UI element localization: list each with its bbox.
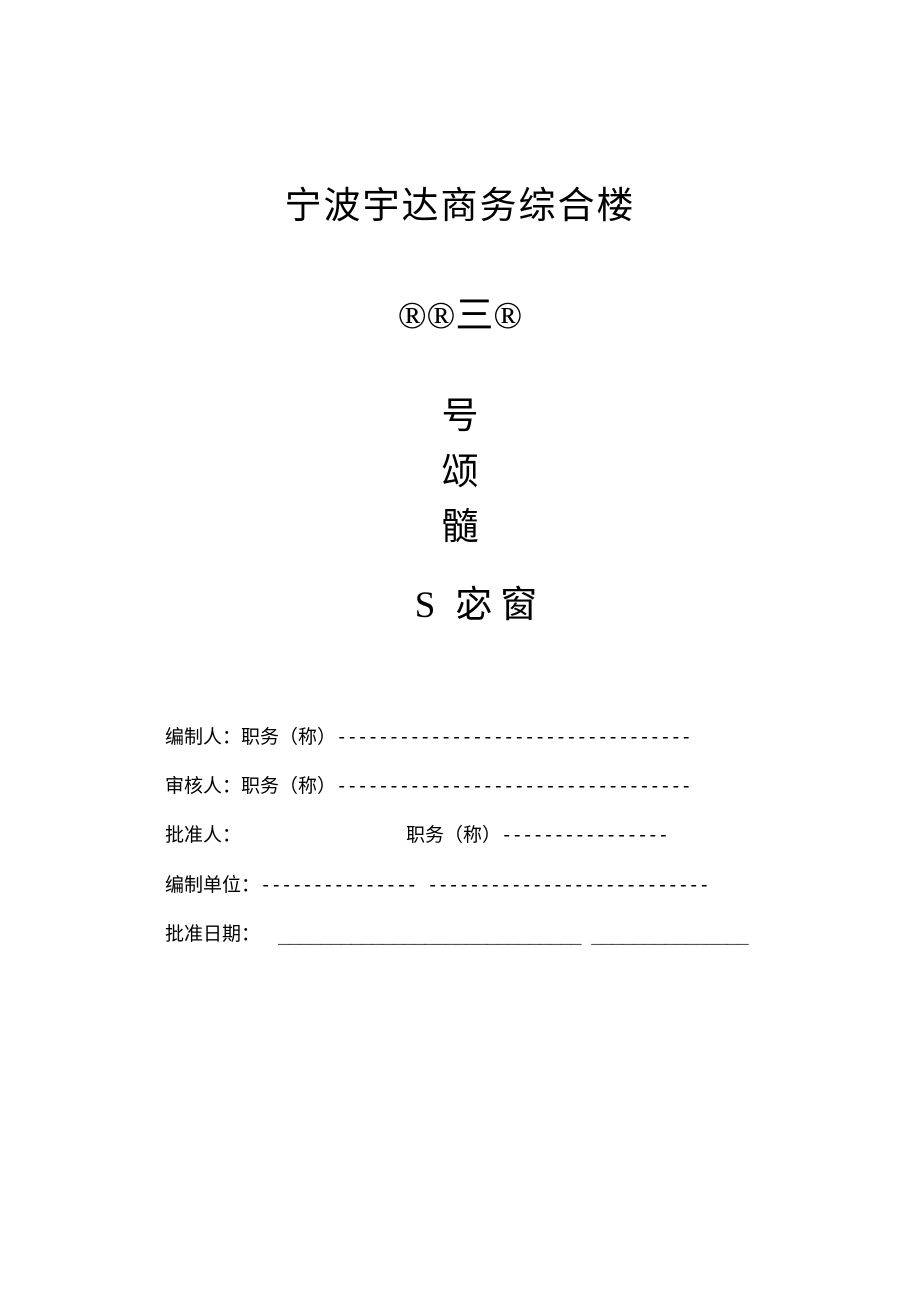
compiler-line: ---------------------------------- [336,726,691,748]
s-line-chars: 宓窗 [455,585,545,626]
unit-label: 编制单位： [165,875,260,896]
approver-label2: 职务（称） [406,825,501,846]
unit-line: --------------- ------------------------… [260,874,709,896]
date-label: 批准日期： [165,924,260,945]
symbols-line: ®®三® [165,284,755,339]
reviewer-line: ---------------------------------- [336,775,691,797]
s-latin-char: S [415,585,444,626]
form-row-approver: 批准人： 职务（称）---------------- [165,811,755,860]
vertical-char-3: 髓 [165,500,755,556]
approver-label1: 批准人： [165,825,241,846]
vertical-char-1: 号 [165,389,755,445]
document-title: 宁波宇达商务综合楼 [165,175,755,229]
vertical-char-2: 颂 [165,445,755,501]
form-row-compiler: 编制人：职务（称）-------------------------------… [165,713,755,762]
s-line: S 宓窗 [165,574,755,628]
form-row-unit: 编制单位：--------------- -------------------… [165,861,755,910]
form-section: 编制人：职务（称）-------------------------------… [165,713,755,960]
compiler-label: 编制人：职务（称） [165,727,336,748]
document-page: 宁波宇达商务综合楼 ®®三® 号 颂 髓 S宓窗 编制人：职务（称）------… [0,0,920,959]
approver-line: ---------------- [501,824,668,846]
vertical-text-section: 号 颂 髓 [165,389,755,556]
reviewer-label: 审核人：职务（称） [165,776,336,797]
date-line: _____________________________ __________… [278,923,748,945]
form-row-date: 批准日期： _____________________________ _____… [165,910,755,959]
form-row-reviewer: 审核人：职务（称）-------------------------------… [165,762,755,811]
